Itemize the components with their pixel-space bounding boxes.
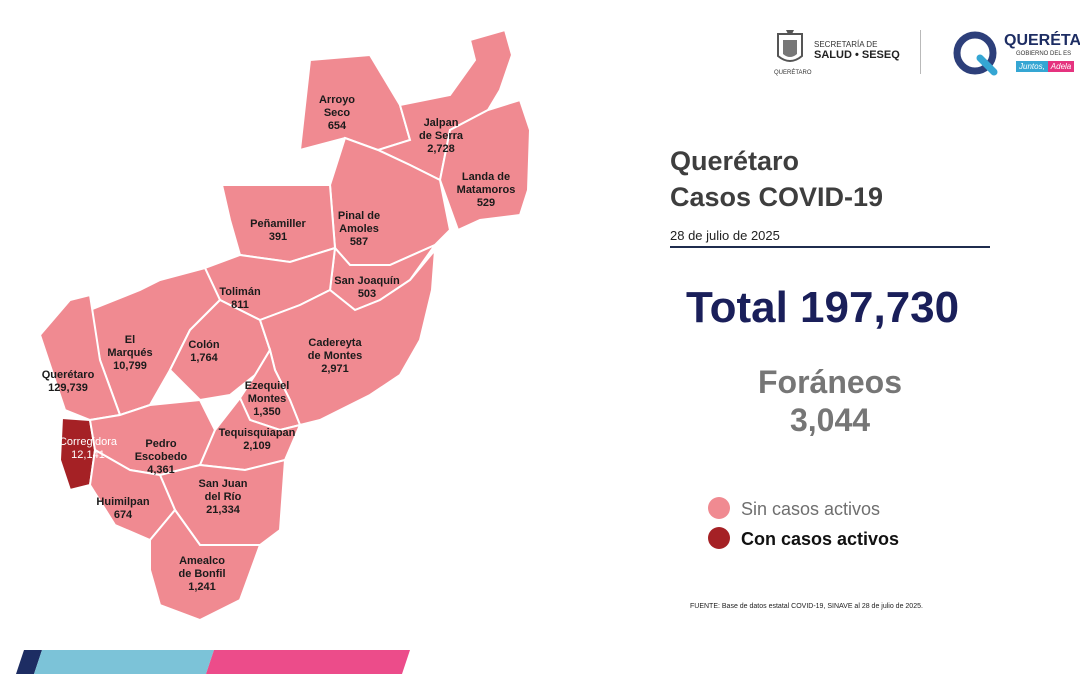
- legend-label-active: Con casos activos: [741, 529, 900, 549]
- municipality-san-juan-del-rio-name-line-2: del Río: [204, 491, 242, 503]
- municipality-jalpan-de-serra-name-line-1: Jalpan: [423, 117, 459, 129]
- municipality-huimilpan-case-count: 674: [113, 509, 133, 521]
- municipality-queretaro-shape: [38, 293, 122, 422]
- municipality-san-juan-del-rio-case-count: 21,334: [206, 504, 240, 516]
- municipality-corregidora-label: Corregidora 12,141: [59, 436, 117, 462]
- municipality-corregidora-case-count: 12,141: [71, 449, 105, 461]
- municipality-landa-de-matamoros-name-line-2: Matamoros: [456, 184, 516, 196]
- municipality-arroyo-seco-label: Arroyo Seco 654: [319, 94, 355, 133]
- municipality-pinal-de-amoles-name-line-2: Amoles: [339, 223, 379, 235]
- municipality-cadereyta-de-montes-label: Cadereyta de Montes 2,971: [308, 337, 362, 376]
- municipality-san-joaquin-label: San Joaquín 503: [334, 275, 399, 301]
- municipality-cadereyta-de-montes-case-count: 2,971: [321, 363, 349, 375]
- foraneos-block: Foráneos 3,044: [740, 363, 920, 439]
- municipality-queretaro-label: Querétaro 129,739: [42, 369, 95, 395]
- municipality-colon-case-count: 1,764: [190, 352, 218, 364]
- municipality-penamiller-name-line-1: Peñamiller: [250, 218, 306, 230]
- municipality-san-joaquin-name-line-1: San Joaquín: [334, 275, 400, 287]
- municipality-pinal-de-amoles-case-count: 587: [349, 236, 369, 248]
- secretaria-line1: SECRETARÍA DE: [814, 40, 878, 49]
- municipality-pedro-escobedo-name-line-2: Escobedo: [134, 451, 188, 463]
- page-title: Querétaro Casos COVID-19: [670, 143, 883, 215]
- municipality-tequisquiapan-label: Tequisquiapan 2,109: [219, 427, 296, 453]
- municipality-cadereyta-de-montes-name-line-1: Cadereyta: [308, 337, 362, 349]
- tagline-part-1: Juntos,: [1016, 61, 1048, 72]
- municipality-tequisquiapan-name-line-1: Tequisquiapan: [218, 427, 296, 439]
- municipality-el-marques-label: El Marqués 10,799: [107, 334, 152, 373]
- municipality-amealco-de-bonfil-name-line-1: Amealco: [179, 555, 225, 567]
- footer-stripe: [16, 650, 410, 674]
- brand-name: QUERÉTA: [1004, 32, 1080, 49]
- logo-divider: [920, 30, 921, 74]
- municipality-arroyo-seco-name-line-1: Arroyo: [318, 94, 356, 106]
- municipality-queretaro-name-line-1: Querétaro: [41, 369, 95, 381]
- municipality-huimilpan-shape: [88, 448, 177, 542]
- source-note: FUENTE: Base de datos estatal COVID-19, …: [690, 603, 923, 610]
- municipality-amealco-de-bonfil-label: Amealco de Bonfil 1,241: [178, 555, 225, 594]
- municipality-arroyo-seco-name-line-2: Seco: [323, 107, 351, 119]
- municipality-el-marques-name-line-2: Marqués: [107, 347, 153, 359]
- brand-subtitle: GOBIERNO DEL ES: [1016, 51, 1072, 57]
- municipality-el-marques-case-count: 10,799: [113, 360, 147, 372]
- municipality-pedro-escobedo-case-count: 4,361: [147, 464, 175, 476]
- municipality-cadereyta-de-montes-name-line-2: de Montes: [307, 350, 363, 362]
- total-cases: Total 197,730: [686, 283, 960, 332]
- municipality-jalpan-de-serra-name-line-2: de Serra: [418, 130, 464, 142]
- title-line-1: Querétaro: [670, 146, 800, 176]
- municipality-colon-name-line-1: Colón: [188, 339, 220, 351]
- municipality-arroyo-seco-case-count: 654: [327, 120, 347, 132]
- foraneos-label: Foráneos: [757, 364, 903, 400]
- municipality-ezequiel-montes-name-line-2: Montes: [247, 393, 287, 405]
- report-date: 28 de julio de 2025: [670, 228, 780, 243]
- legend-dot-inactive: [708, 497, 730, 519]
- municipality-pedro-escobedo-label: Pedro Escobedo 4,361: [135, 438, 188, 477]
- municipality-san-joaquin-case-count: 503: [357, 288, 377, 300]
- municipality-toliman-label: Tolimán 811: [219, 286, 260, 312]
- state-map: [38, 28, 532, 622]
- brand-tagline: Juntos, Adela: [1016, 61, 1080, 73]
- municipality-jalpan-de-serra-case-count: 2,728: [427, 143, 455, 155]
- municipality-jalpan-de-serra-label: Jalpan de Serra 2,728: [419, 117, 463, 156]
- queretaro-q-logo-icon: [953, 31, 998, 76]
- municipality-colon-label: Colón 1,764: [188, 339, 219, 365]
- municipality-landa-de-matamoros-label: Landa de Matamoros 529: [457, 171, 516, 210]
- municipality-san-juan-del-rio-label: San Juan del Río 21,334: [199, 478, 248, 517]
- title-line-2: Casos COVID-19: [670, 182, 884, 212]
- municipality-san-juan-del-rio-name-line-1: San Juan: [198, 478, 248, 490]
- municipality-toliman-name-line-1: Tolimán: [219, 286, 261, 298]
- municipality-toliman-case-count: 811: [231, 299, 249, 311]
- municipality-queretaro-case-count: 129,739: [48, 382, 88, 394]
- secretaria-text: SECRETARÍA DE SALUD • SESEQ: [814, 40, 900, 61]
- municipality-landa-de-matamoros-case-count: 529: [476, 197, 496, 209]
- municipality-landa-de-matamoros-name-line-1: Landa de: [461, 171, 511, 183]
- municipality-amealco-de-bonfil-case-count: 1,241: [188, 581, 216, 593]
- municipality-ezequiel-montes-label: Ezequiel Montes 1,350: [245, 380, 290, 419]
- municipality-huimilpan-label: Huimilpan 674: [96, 496, 149, 522]
- municipality-tequisquiapan-case-count: 2,109: [243, 440, 271, 452]
- state-seal-icon: [777, 30, 803, 62]
- foraneos-value: 3,044: [789, 402, 871, 438]
- legend-dot-active: [708, 527, 730, 549]
- municipality-huimilpan-name-line-1: Huimilpan: [96, 496, 150, 508]
- municipality-penamiller-case-count: 391: [268, 231, 288, 243]
- municipality-amealco-de-bonfil-name-line-2: de Bonfil: [178, 568, 226, 580]
- seal-caption: QUERÉTARO: [774, 70, 812, 76]
- tagline-part-2: Adela: [1047, 61, 1075, 72]
- municipality-amealco-de-bonfil-shape: [149, 508, 262, 622]
- municipality-landa-de-matamoros-shape: [438, 98, 532, 232]
- date-divider: [670, 246, 990, 248]
- secretaria-line2: SALUD • SESEQ: [814, 49, 900, 61]
- legend-label-inactive: Sin casos activos: [741, 499, 881, 519]
- municipality-ezequiel-montes-case-count: 1,350: [253, 406, 281, 418]
- municipality-pinal-de-amoles-label: Pinal de Amoles 587: [338, 210, 380, 249]
- municipality-ezequiel-montes-name-line-1: Ezequiel: [244, 380, 290, 392]
- header-logos: QUERÉTARO SECRETARÍA DE SALUD • SESEQ QU…: [772, 28, 1080, 80]
- municipality-corregidora-name-line-1: Corregidora: [58, 436, 118, 448]
- municipality-pedro-escobedo-name-line-1: Pedro: [145, 438, 177, 450]
- municipality-pinal-de-amoles-name-line-1: Pinal de: [337, 210, 381, 222]
- municipality-el-marques-name-line-1: El: [124, 334, 136, 346]
- municipality-penamiller-label: Peñamiller 391: [250, 218, 306, 244]
